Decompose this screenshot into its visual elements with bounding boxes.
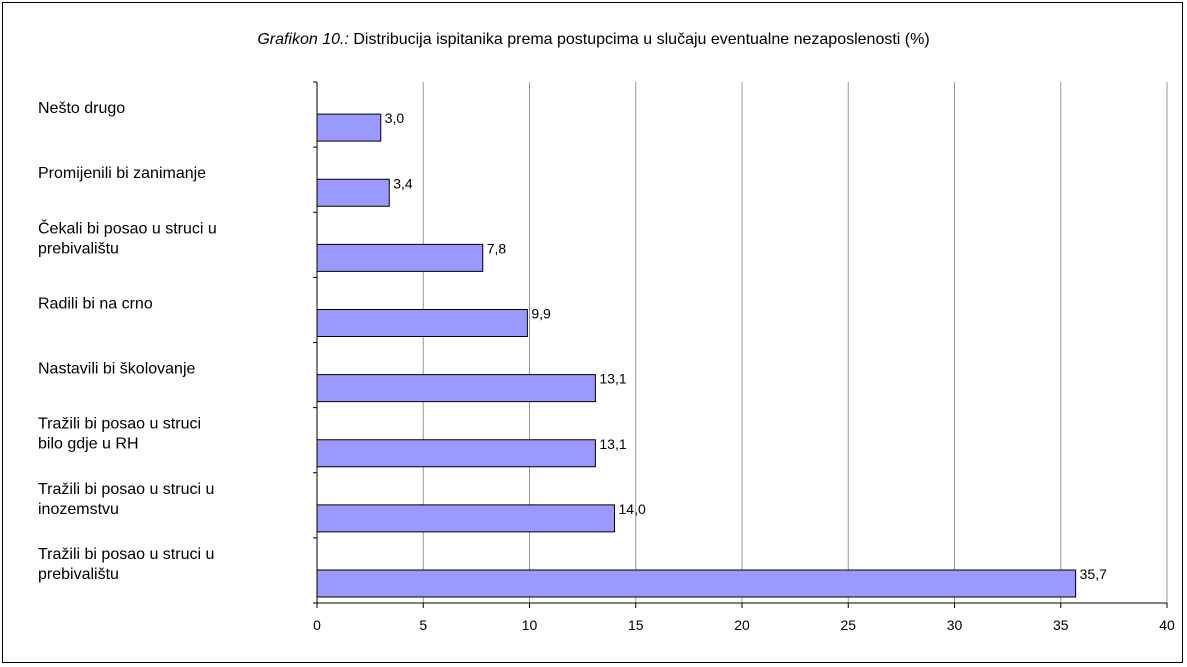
bar xyxy=(316,569,1077,598)
category-label: Radili bi na crno xyxy=(38,295,153,312)
x-tick-label: 10 xyxy=(522,617,538,633)
category-label: Tražili bi posao u struci u xyxy=(38,481,214,498)
x-tick-label: 25 xyxy=(840,617,856,633)
x-tick-label: 20 xyxy=(734,617,750,633)
chart-title-text: Distribucija ispitanika prema postupcima… xyxy=(353,31,930,48)
category-label: Tražili bi posao u struci xyxy=(38,416,201,433)
x-tick-label: 30 xyxy=(947,617,963,633)
data-label: 7,8 xyxy=(487,240,507,256)
data-label: 14,0 xyxy=(619,501,646,517)
bar xyxy=(316,504,615,533)
category-label: Nastavili bi školovanje xyxy=(38,361,196,378)
chart-title: Grafikon 10.: Distribucija ispitanika pr… xyxy=(3,31,1184,49)
bar xyxy=(316,374,596,403)
bar xyxy=(316,178,390,207)
category-label: inozemstvu xyxy=(38,501,119,518)
data-label: 9,9 xyxy=(531,306,551,322)
category-label: Čekali bi posao u struci u xyxy=(38,218,217,237)
bar xyxy=(316,439,596,468)
category-label: prebivalištu xyxy=(38,566,119,583)
bar xyxy=(316,309,528,337)
chart-title-prefix: Grafikon 10.: xyxy=(257,31,349,48)
x-tick-label: 5 xyxy=(419,617,427,633)
category-label: Promijenili bi zanimanje xyxy=(38,165,206,182)
x-tick-label: 35 xyxy=(1053,617,1069,633)
x-tick-label: 0 xyxy=(313,617,321,633)
category-label: Nešto drugo xyxy=(38,100,125,117)
x-tick-label: 15 xyxy=(628,617,644,633)
category-label: Tražili bi posao u struci u xyxy=(38,546,214,563)
data-label: 3,4 xyxy=(393,175,413,191)
data-label: 13,1 xyxy=(599,436,626,452)
bar xyxy=(316,113,382,142)
category-label: bilo gdje u RH xyxy=(38,436,139,453)
bar xyxy=(316,243,484,272)
data-label: 13,1 xyxy=(599,371,626,387)
data-label: 35,7 xyxy=(1080,566,1107,582)
category-label: prebivalištu xyxy=(38,240,119,257)
data-label: 3,0 xyxy=(385,110,405,126)
x-tick-label: 40 xyxy=(1159,617,1175,633)
